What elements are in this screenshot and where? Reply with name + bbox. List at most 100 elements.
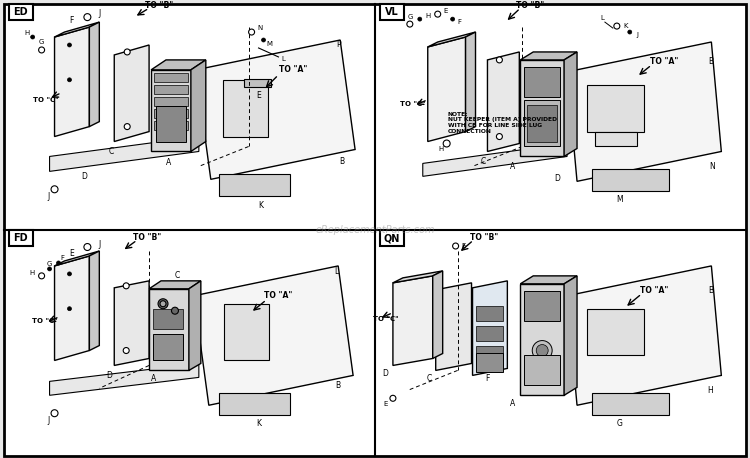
Polygon shape: [393, 276, 433, 365]
Text: A: A: [152, 374, 157, 383]
Circle shape: [628, 30, 632, 34]
Text: E: E: [384, 401, 388, 407]
Text: ED: ED: [13, 7, 28, 17]
Bar: [476, 345, 503, 360]
Text: N: N: [257, 25, 262, 31]
Text: C: C: [109, 147, 114, 156]
Text: TO "A": TO "A": [264, 291, 292, 300]
Text: E: E: [69, 250, 74, 258]
Text: K: K: [256, 419, 261, 428]
Bar: [219, 393, 290, 415]
Bar: [524, 355, 560, 385]
Bar: [154, 73, 188, 82]
Text: TO "B": TO "B": [516, 0, 544, 10]
Polygon shape: [423, 143, 567, 176]
Text: G: G: [407, 14, 413, 20]
Text: C: C: [174, 272, 179, 280]
Circle shape: [160, 301, 166, 307]
Text: G: G: [39, 39, 44, 45]
Bar: [587, 309, 644, 355]
Bar: [587, 85, 644, 131]
Text: L: L: [281, 56, 286, 62]
Circle shape: [84, 244, 91, 251]
Bar: [527, 105, 557, 142]
Polygon shape: [436, 283, 472, 371]
Text: TO "B": TO "B": [145, 0, 173, 10]
Bar: [592, 393, 668, 415]
Bar: [380, 230, 404, 246]
Polygon shape: [114, 281, 149, 365]
Circle shape: [406, 21, 412, 27]
Polygon shape: [194, 266, 353, 405]
Circle shape: [38, 47, 44, 53]
Circle shape: [443, 140, 450, 147]
Polygon shape: [427, 32, 476, 47]
Polygon shape: [567, 266, 722, 405]
Text: TO "C": TO "C": [400, 101, 426, 107]
Bar: [224, 304, 268, 360]
Bar: [9, 230, 33, 246]
Text: K: K: [623, 23, 628, 29]
Text: E: E: [256, 91, 261, 100]
Circle shape: [418, 17, 422, 21]
Bar: [244, 79, 271, 87]
Text: A: A: [510, 162, 515, 171]
Bar: [476, 326, 503, 341]
Text: M: M: [616, 195, 623, 204]
Text: TO "A": TO "A": [650, 57, 679, 66]
Text: TO "C": TO "C": [33, 97, 58, 103]
Circle shape: [56, 261, 61, 265]
Polygon shape: [50, 364, 199, 395]
Polygon shape: [89, 251, 99, 350]
Circle shape: [451, 17, 454, 21]
Text: D: D: [554, 174, 560, 183]
Bar: [524, 100, 560, 147]
Text: L: L: [334, 267, 338, 276]
Bar: [524, 67, 560, 97]
Text: VL: VL: [385, 7, 399, 17]
Circle shape: [536, 344, 548, 356]
Bar: [520, 284, 564, 395]
Text: TO "A": TO "A": [279, 65, 308, 74]
Text: G: G: [47, 261, 53, 267]
Circle shape: [496, 134, 502, 140]
Circle shape: [248, 29, 254, 35]
Text: H: H: [707, 386, 713, 395]
Text: D: D: [106, 371, 112, 380]
Polygon shape: [55, 251, 99, 266]
Polygon shape: [488, 52, 519, 152]
Text: H: H: [438, 147, 443, 153]
Text: F: F: [485, 374, 490, 383]
Text: A: A: [510, 399, 515, 408]
Text: M: M: [266, 41, 272, 47]
Text: A: A: [166, 158, 172, 167]
Bar: [9, 4, 33, 20]
Text: B: B: [340, 157, 345, 166]
Polygon shape: [149, 281, 201, 289]
Bar: [223, 80, 268, 136]
Bar: [149, 289, 189, 371]
Polygon shape: [393, 271, 442, 283]
Bar: [476, 353, 503, 372]
Polygon shape: [89, 22, 99, 126]
Text: J: J: [637, 32, 639, 38]
Text: FD: FD: [13, 233, 28, 243]
Circle shape: [84, 14, 91, 21]
Text: TO "B": TO "B": [470, 233, 499, 241]
Text: TO "C": TO "C": [374, 316, 399, 322]
Text: J: J: [47, 416, 50, 425]
Text: P: P: [336, 40, 340, 49]
Polygon shape: [114, 45, 149, 142]
Bar: [380, 4, 404, 20]
Text: N: N: [710, 162, 716, 171]
Polygon shape: [55, 256, 89, 360]
Polygon shape: [433, 271, 442, 359]
Polygon shape: [196, 40, 355, 180]
Text: F: F: [69, 16, 74, 25]
Text: G: G: [617, 419, 622, 428]
Bar: [476, 306, 503, 321]
Circle shape: [532, 341, 552, 360]
Polygon shape: [189, 281, 201, 371]
Text: H: H: [425, 13, 430, 19]
Circle shape: [123, 283, 129, 289]
